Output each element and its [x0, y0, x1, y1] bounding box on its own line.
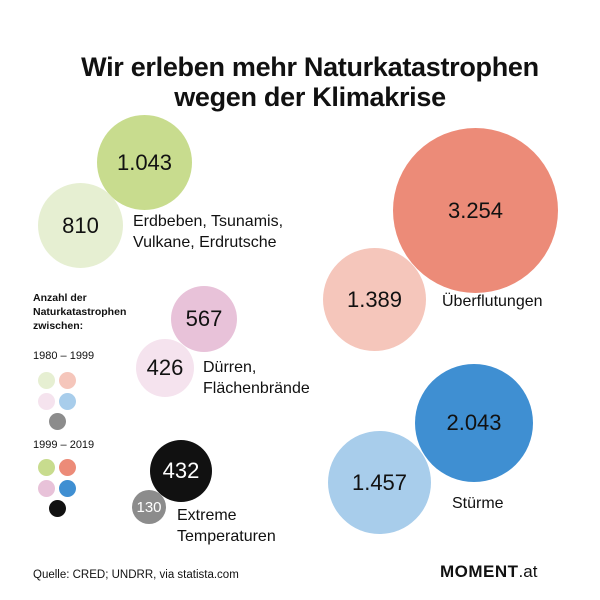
label-earthquake: Erdbeben, Tsunamis, Vulkane, Erdrutsche: [133, 211, 283, 253]
bubble-storm-1980-1999: 1.457: [328, 431, 431, 534]
label-temp: Extreme Temperaturen: [177, 505, 276, 547]
bubble-earthquake-1980-1999: 810: [38, 183, 123, 268]
label-line: Flächenbrände: [203, 380, 310, 397]
value-label: 3.254: [447, 197, 504, 223]
value-label: 1.457: [351, 469, 408, 495]
label-line: Stürme: [452, 495, 504, 512]
bubble-drought-1980-1999: 426: [136, 339, 194, 397]
label-line: Extreme: [177, 507, 237, 524]
bubble-flood-1980-1999: 1.389: [323, 248, 426, 351]
label-line: Vulkane, Erdrutsche: [133, 234, 277, 251]
bubble-temp-1999-2019: 432: [150, 440, 212, 502]
value-label: 1.389: [346, 286, 403, 312]
value-label: 810: [62, 212, 99, 238]
legend-period-1980-1999: 1980 – 1999: [33, 350, 95, 362]
legend-dot-temp-1980: [49, 413, 66, 430]
legend-period-1999-2019: 1999 – 2019: [33, 439, 95, 451]
legend-dot-flood-2019: [59, 459, 76, 476]
legend-dot-storm-1980: [59, 393, 76, 410]
value-label: 1.043: [116, 149, 173, 175]
bubble-flood-1999-2019: 3.254: [393, 128, 558, 293]
legend-dot-earthquake-2019: [38, 459, 55, 476]
brand-name: MOMENT: [440, 562, 519, 581]
bubble-temp-1980-1999: 130: [132, 490, 166, 524]
legend-dot-temp-2019: [49, 500, 66, 517]
label-flood: Überflutungen: [442, 291, 543, 312]
source-note: Quelle: CRED; UNDRR, via statista.com: [33, 569, 239, 581]
value-label: 426: [146, 355, 184, 380]
brand-logo: MOMENT.at: [440, 562, 537, 582]
legend-dot-drought-1980: [38, 393, 55, 410]
value-label: 2.043: [446, 410, 502, 435]
brand-suffix: .at: [518, 562, 538, 581]
label-line: Dürren,: [203, 359, 257, 376]
bubble-storm-1999-2019: 2.043: [415, 364, 533, 482]
legend-title: Anzahl der Naturkatastrophen zwischen:: [33, 292, 127, 332]
title-line-2: wegen der Klimakrise: [174, 82, 446, 112]
value-label: 567: [185, 306, 223, 331]
legend-dot-earthquake-1980: [38, 372, 55, 389]
bubble-drought-1999-2019: 567: [171, 286, 237, 352]
legend-dot-storm-2019: [59, 480, 76, 497]
title-line-1: Wir erleben mehr Naturkatastrophen: [81, 52, 539, 82]
label-drought: Dürren, Flächenbrände: [203, 357, 310, 399]
legend-dot-drought-2019: [38, 480, 55, 497]
bubble-earthquake-1999-2019: 1.043: [97, 115, 192, 210]
label-line: Erdbeben, Tsunamis,: [133, 213, 284, 230]
value-label: 130: [136, 498, 162, 516]
label-line: Temperaturen: [177, 528, 276, 545]
label-storm: Stürme: [452, 493, 504, 514]
legend-dot-flood-1980: [59, 372, 76, 389]
value-label: 432: [162, 458, 200, 483]
page-title: Wir erleben mehr Naturkatastrophen wegen…: [0, 52, 600, 112]
label-line: Überflutungen: [442, 293, 543, 310]
